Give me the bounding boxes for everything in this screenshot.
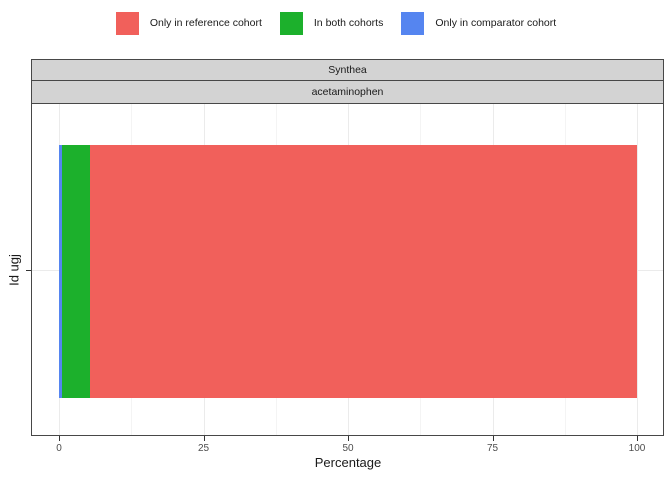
legend-key-swatch	[401, 11, 425, 35]
x-axis-tick-label: 0	[56, 443, 62, 454]
bar-segment-only-in-comparator-cohort	[59, 145, 63, 398]
facet-strip-database: Synthea	[31, 59, 664, 81]
y-axis-tick	[26, 270, 31, 271]
legend-key-swatch	[115, 11, 139, 35]
plot-panel	[31, 103, 664, 436]
x-axis-tick-label: 50	[342, 443, 354, 454]
bar-segment-only-in-reference-cohort	[90, 145, 637, 398]
x-axis-tick	[203, 436, 205, 441]
x-axis-tick	[348, 436, 349, 441]
x-axis-tick-label: 25	[197, 443, 210, 454]
legend-key-swatch	[279, 11, 303, 35]
facet-strip-cohort: acetaminophen	[31, 80, 664, 104]
legend-label: Only in reference cohort	[149, 17, 262, 29]
x-axis-tick	[637, 436, 638, 441]
x-axis-tick-label: 100	[628, 443, 646, 454]
legend-entry-only-in-reference-cohort: Only in reference cohort	[115, 11, 262, 35]
legend-label: In both cohorts	[313, 17, 384, 29]
x-axis-title: Percentage	[314, 455, 382, 470]
gridline-major	[637, 104, 638, 435]
legend: Only in reference cohort In both cohorts O…	[0, 10, 672, 36]
legend-label: Only in comparator cohort	[435, 17, 557, 29]
legend-entry-in-both-cohorts: In both cohorts	[279, 11, 384, 35]
facet-strip-database-label: Synthea	[328, 64, 367, 76]
x-axis-tick	[492, 436, 494, 441]
x-axis-tick	[59, 436, 60, 441]
bar-segment-in-both-cohorts	[62, 145, 91, 398]
y-axis-title: Id ugj	[6, 254, 22, 286]
legend-entry-only-in-comparator-cohort: Only in comparator cohort	[401, 11, 557, 35]
x-axis-tick-label: 75	[486, 443, 499, 454]
facet-strip-cohort-label: acetaminophen	[311, 86, 384, 98]
